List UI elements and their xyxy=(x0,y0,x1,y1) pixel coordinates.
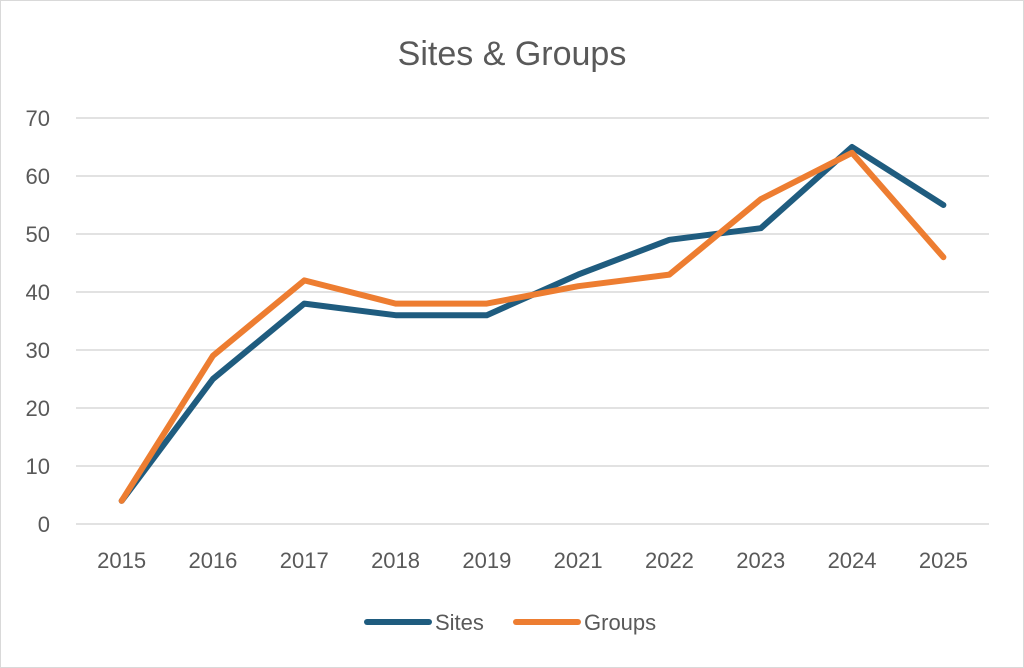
y-tick-label: 50 xyxy=(26,222,50,247)
y-axis-ticks: 0 10 20 30 40 50 60 70 xyxy=(26,106,50,537)
series-line-sites xyxy=(118,144,947,504)
y-tick-label: 20 xyxy=(26,396,50,421)
x-tick-label: 2015 xyxy=(97,548,146,573)
x-tick-label: 2025 xyxy=(919,548,968,573)
x-tick-label: 2023 xyxy=(736,548,785,573)
y-tick-label: 10 xyxy=(26,454,50,479)
x-tick-label: 2022 xyxy=(645,548,694,573)
x-tick-label: 2019 xyxy=(462,548,511,573)
gridlines xyxy=(76,117,989,525)
x-tick-label: 2017 xyxy=(280,548,329,573)
series-lines xyxy=(118,144,947,504)
x-axis-ticks: 2015 2016 2017 2018 2019 2021 2022 2023 2024 2025 xyxy=(97,548,968,573)
y-tick-label: 60 xyxy=(26,164,50,189)
legend: Sites Groups xyxy=(364,610,656,635)
x-tick-label: 2021 xyxy=(554,548,603,573)
legend-label-sites: Sites xyxy=(435,610,484,635)
x-tick-label: 2024 xyxy=(828,548,877,573)
y-tick-label: 70 xyxy=(26,106,50,131)
x-tick-label: 2018 xyxy=(371,548,420,573)
y-tick-label: 40 xyxy=(26,280,50,305)
chart-title: Sites & Groups xyxy=(398,35,627,73)
x-tick-label: 2016 xyxy=(188,548,237,573)
y-tick-label: 0 xyxy=(38,512,50,537)
y-tick-label: 30 xyxy=(26,338,50,363)
series-line-groups xyxy=(118,149,947,504)
legend-label-groups: Groups xyxy=(584,610,656,635)
